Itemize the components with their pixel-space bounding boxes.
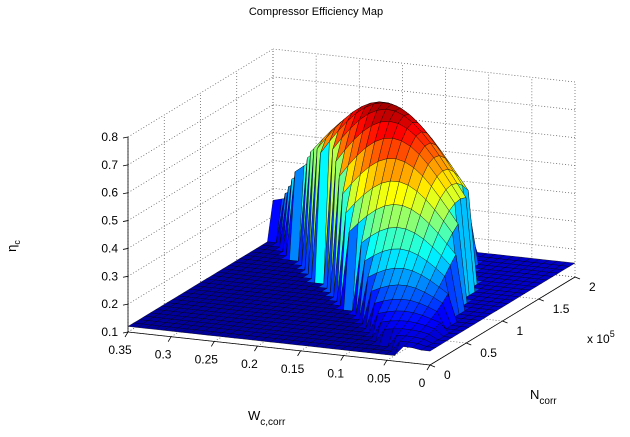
x-axis-label-sub: c,corr: [260, 417, 286, 428]
x-tick-mark: [427, 365, 430, 370]
grid-line: [128, 49, 273, 137]
y-tick-mark: [466, 343, 471, 345]
z-tick-label: 0.2: [101, 297, 118, 311]
z-tick-label: 0.8: [101, 130, 118, 144]
x-tick-label: 0.35: [108, 343, 132, 357]
z-axis-label-sub: c: [12, 240, 22, 245]
y-tick-label: 2: [589, 280, 596, 294]
x-tick-label: 0.25: [195, 352, 219, 366]
x-tick-label: 0.05: [367, 371, 391, 385]
z-tick-label: 0.1: [101, 325, 118, 339]
z-tick-mark: [123, 221, 128, 222]
x-tick-label: 0.15: [281, 362, 305, 376]
z-axis-label: ηc: [4, 240, 22, 252]
x-tick-label: 0.3: [155, 348, 172, 362]
y-tick-mark: [575, 277, 580, 279]
y-tick-label: 0.5: [480, 346, 497, 360]
y-axis-multiplier: x 105: [587, 329, 615, 346]
y-tick-label: 0: [444, 368, 451, 382]
chart-title: Compressor Efficiency Map: [249, 6, 383, 18]
y-tick-mark: [430, 365, 435, 367]
z-tick-label: 0.7: [101, 158, 118, 172]
x-tick-mark: [384, 360, 387, 365]
x-tick-mark: [211, 341, 214, 346]
x-tick-mark: [298, 351, 301, 356]
y-axis-label-sub: corr: [539, 396, 557, 407]
z-tick-mark: [123, 165, 128, 166]
x-tick-label: 0: [419, 376, 426, 390]
z-tick-mark: [123, 304, 128, 305]
y-tick-mark: [539, 299, 544, 301]
x-tick-label: 0.1: [327, 367, 344, 381]
z-tick-mark: [123, 137, 128, 138]
x-axis-label: Wc,corr: [248, 408, 286, 428]
z-tick-label: 0.4: [101, 241, 118, 255]
grid-line: [128, 77, 273, 165]
z-tick-label: 0.3: [101, 269, 118, 283]
z-tick-mark: [123, 248, 128, 249]
z-tick-label: 0.5: [101, 214, 118, 228]
x-tick-mark: [254, 346, 257, 351]
x-tick-mark: [341, 356, 344, 361]
grid-line: [273, 49, 575, 82]
y-tick-label: 1.5: [553, 302, 570, 316]
x-tick-label: 0.2: [241, 357, 258, 371]
y-tick-label: 1: [517, 324, 524, 338]
y-tick-mark: [503, 321, 508, 323]
grid-line: [273, 77, 575, 110]
y-axis-multiplier-exp: 5: [610, 329, 615, 339]
z-tick-mark: [123, 276, 128, 277]
x-tick-mark: [168, 337, 171, 342]
z-tick-label: 0.6: [101, 186, 118, 200]
y-axis-label: Ncorr: [530, 387, 557, 407]
z-tick-mark: [123, 193, 128, 194]
